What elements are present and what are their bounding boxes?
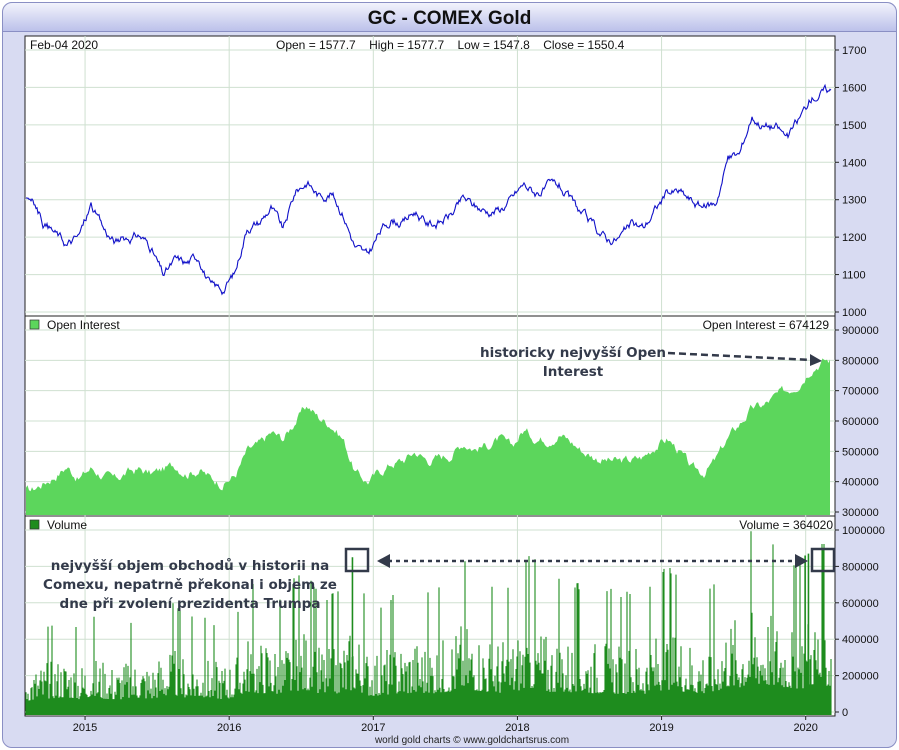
oi-high-annotation: historicky nejvyšší Open Interest [479, 345, 667, 380]
volume-series [25, 531, 832, 715]
y-tick-label: 1000000 [842, 525, 885, 537]
y-tick-label: 200000 [842, 671, 879, 683]
y-tick-label: 500000 [842, 446, 879, 458]
oi-series [26, 358, 830, 515]
x-tick-label: 2018 [505, 722, 529, 734]
y-tick-label: 1700 [842, 45, 866, 57]
y-tick-label: 1300 [842, 195, 866, 207]
oi-area [26, 358, 830, 515]
price-panel [24, 35, 836, 317]
volume-legend-label: Volume [47, 518, 87, 532]
volume-legend-swatch [29, 519, 40, 530]
y-tick-label: 800000 [842, 355, 879, 367]
y-tick-label: 400000 [842, 477, 879, 489]
axes: 2015 2016 2017 2018 2019 2020 1000 1100 1200 1300… [73, 45, 885, 734]
y-tick-label: 600000 [842, 416, 879, 428]
oi-legend-swatch [29, 319, 40, 330]
oi-value-label: Open Interest = 674129 [703, 318, 830, 332]
y-tick-label: 0 [842, 707, 848, 719]
oi-high-arrow [667, 351, 822, 366]
peak-box-2016 [344, 547, 370, 573]
x-tick-label: 2015 [73, 722, 97, 734]
volume-value-label: Volume = 364020 [739, 518, 833, 532]
date-label: Feb-04 2020 [30, 38, 98, 52]
y-tick-label: 1000 [842, 307, 866, 319]
footer-credit: world gold charts © www.goldchartsrus.co… [374, 735, 570, 746]
y-tick-label: 1600 [842, 82, 866, 94]
x-tick-label: 2020 [793, 722, 817, 734]
oi-legend-label: Open Interest [47, 318, 120, 332]
y-tick-label: 600000 [842, 598, 879, 610]
x-tick-label: 2017 [361, 722, 385, 734]
y-tick-label: 400000 [842, 634, 879, 646]
y-tick-label: 800000 [842, 561, 879, 573]
y-tick-label: 1200 [842, 232, 866, 244]
volume-high-annotation: nejvyšší objem obchodů v historii na Com… [43, 558, 337, 612]
y-tick-label: 1500 [842, 120, 866, 132]
title-bar: GC - COMEX Gold [3, 3, 896, 32]
price-series [25, 83, 832, 296]
y-tick-label: 300000 [842, 507, 879, 519]
y-tick-label: 1400 [842, 157, 866, 169]
volume-bars [25, 531, 832, 715]
price-line [25, 83, 832, 296]
x-tick-label: 2019 [649, 722, 673, 734]
peak-box-2020 [810, 547, 836, 573]
y-tick-label: 1100 [842, 270, 866, 282]
chart-title: GC - COMEX Gold [367, 8, 532, 29]
x-tick-label: 2016 [217, 722, 241, 734]
ohlc-label: Open = 1577.7 High = 1577.7 Low = 1547.8… [276, 38, 625, 52]
volume-high-markers [344, 547, 836, 573]
y-tick-label: 700000 [842, 386, 879, 398]
y-tick-label: 900000 [842, 325, 879, 337]
